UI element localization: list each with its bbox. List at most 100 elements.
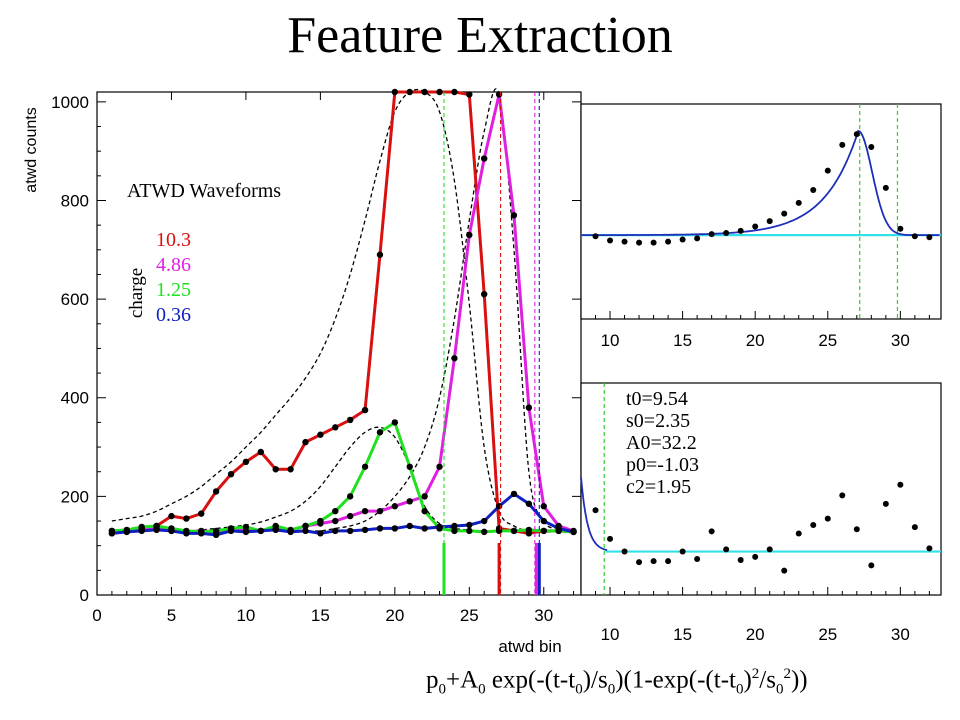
data-point xyxy=(882,500,889,507)
fit-curve xyxy=(580,477,608,551)
data-point xyxy=(391,525,399,532)
data-point xyxy=(257,448,265,456)
formula-part: p xyxy=(426,666,439,694)
formula-part: 0 xyxy=(735,681,744,698)
page-title: Feature Extraction xyxy=(287,7,673,64)
data-point xyxy=(752,553,759,560)
data-point xyxy=(346,527,354,535)
data-point xyxy=(436,523,443,531)
legend-title: ATWD Waveforms xyxy=(127,180,281,202)
data-point xyxy=(302,438,309,446)
data-point xyxy=(495,503,503,510)
data-point xyxy=(650,239,657,246)
y-tick-label: 1000 xyxy=(51,93,89,112)
fit-top-chart: 10 15 20 25 30 xyxy=(580,103,942,350)
y-tick-label: 200 xyxy=(61,487,89,506)
legend-axis-label: charge xyxy=(126,268,147,318)
fit-curve xyxy=(581,129,940,236)
data-point xyxy=(621,238,628,245)
data-point xyxy=(694,235,701,242)
data-point xyxy=(451,355,458,362)
x-tick-label: 15 xyxy=(673,331,692,350)
y-axis-label: atwd counts xyxy=(23,107,40,192)
data-point xyxy=(810,187,817,193)
data-point xyxy=(853,526,860,533)
data-point xyxy=(346,512,354,520)
x-tick-label: 15 xyxy=(673,625,692,644)
data-point xyxy=(391,88,399,96)
data-point xyxy=(665,238,672,245)
main-ticks: 0 5 10 15 20 25 30 0 200 400 600 800 1000 xyxy=(51,92,581,625)
data-point xyxy=(376,525,384,532)
data-point xyxy=(421,507,428,515)
data-point xyxy=(287,528,294,536)
fit-bottom-frame xyxy=(580,382,942,596)
legend-entry: 1.25 xyxy=(156,279,191,301)
data-point xyxy=(257,527,265,535)
data-point xyxy=(406,463,413,470)
data-point xyxy=(332,527,339,535)
data-point xyxy=(168,527,175,535)
data-point xyxy=(540,503,547,510)
data-point xyxy=(108,530,116,537)
data-point xyxy=(346,493,354,500)
data-point xyxy=(361,526,369,534)
y-tick-label: 600 xyxy=(61,290,89,309)
fit-bottom-content: 10 15 20 25 30 xyxy=(580,383,941,644)
data-point xyxy=(853,131,860,138)
data-point xyxy=(198,530,205,537)
data-point xyxy=(781,210,788,217)
x-tick-label: 20 xyxy=(385,606,404,625)
data-point xyxy=(332,517,339,525)
data-point xyxy=(679,236,686,243)
legend-entry: 4.86 xyxy=(156,254,191,276)
fit-bottom-chart: 10 15 20 25 30 t0=9.54s0=2.35A0=32.2p0=-1.03… xyxy=(580,382,942,644)
data-point xyxy=(451,88,458,96)
data-point xyxy=(766,218,773,225)
data-point xyxy=(926,234,933,241)
main-chart: 0 5 10 15 20 25 30 0 200 400 600 800 1000 atwd count… xyxy=(23,88,582,656)
data-point xyxy=(376,507,384,515)
data-point xyxy=(481,517,488,525)
data-point xyxy=(451,527,458,535)
data-point xyxy=(481,155,488,162)
fit-parameter: p0=-1.03 xyxy=(626,454,699,476)
data-point xyxy=(272,526,279,534)
data-point xyxy=(708,528,715,535)
data-point xyxy=(495,527,503,535)
data-point xyxy=(421,525,428,532)
data-point xyxy=(636,559,643,566)
data-point xyxy=(391,419,399,426)
data-point xyxy=(592,233,599,240)
data-point xyxy=(510,212,518,219)
data-point xyxy=(242,528,250,536)
fit-parameter: s0=2.35 xyxy=(626,410,690,432)
formula-part: )) xyxy=(790,666,808,694)
data-point xyxy=(138,527,145,535)
data-point xyxy=(436,463,443,470)
main-series-group xyxy=(108,88,577,539)
data-point xyxy=(882,184,889,191)
fit-parameter: c2=1.95 xyxy=(626,476,691,498)
x-tick-label: 30 xyxy=(534,606,553,625)
data-point xyxy=(317,530,324,537)
y-tick-label: 800 xyxy=(61,191,89,210)
data-point xyxy=(897,481,904,488)
data-point xyxy=(406,88,413,96)
x-tick-label: 10 xyxy=(601,625,620,644)
legend-entries: 10.3 4.86 1.25 0.36 xyxy=(156,229,191,326)
data-point xyxy=(421,493,428,500)
data-point xyxy=(911,524,918,531)
data-point xyxy=(361,406,369,414)
x-tick-label: 30 xyxy=(891,625,910,644)
x-tick-label: 25 xyxy=(460,606,479,625)
data-point xyxy=(183,515,190,522)
data-point xyxy=(570,528,577,536)
data-point xyxy=(824,515,831,522)
fit-parameter: A0=32.2 xyxy=(626,432,697,454)
formula-part: 0 xyxy=(478,681,486,698)
data-point xyxy=(302,527,309,535)
data-point xyxy=(332,507,339,515)
